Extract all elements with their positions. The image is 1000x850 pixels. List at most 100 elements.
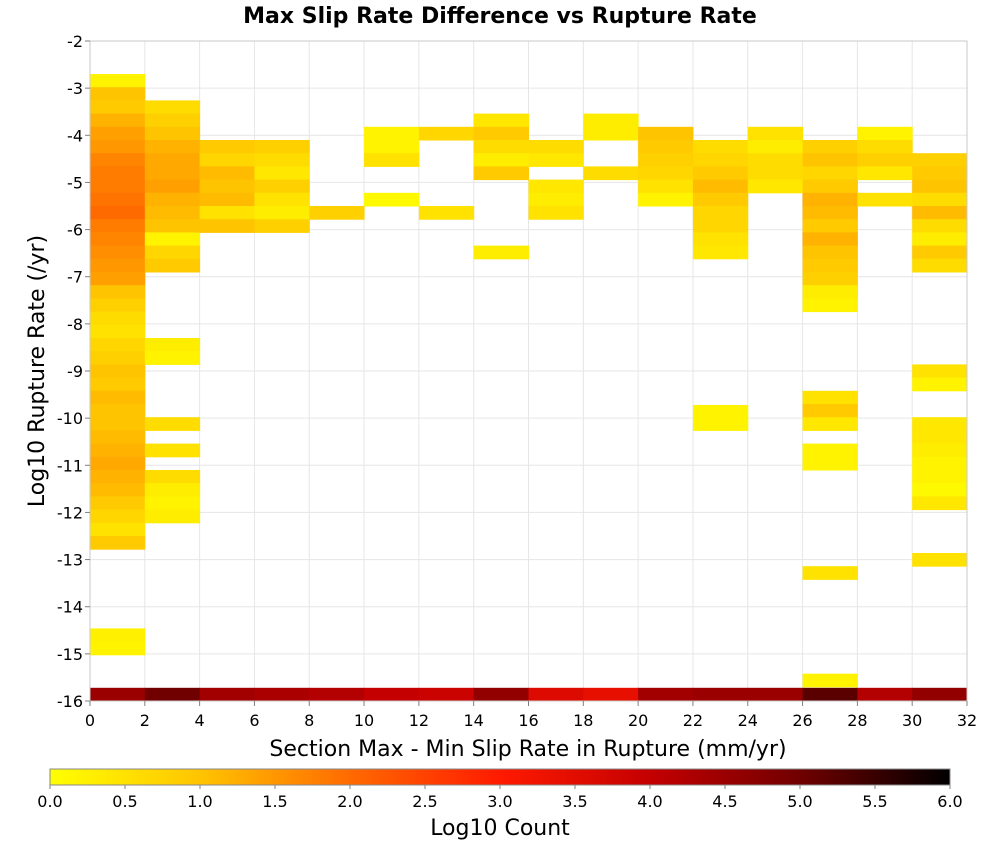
heatmap-cell — [90, 153, 146, 167]
heatmap-cell — [473, 126, 529, 141]
heatmap-cell — [692, 232, 749, 247]
heatmap-cell — [90, 456, 146, 471]
heatmap-cell — [144, 232, 201, 247]
heatmap-cell — [802, 258, 858, 273]
y-tick-label: -9 — [67, 362, 83, 381]
heatmap-cell — [912, 443, 968, 458]
heatmap-cell — [364, 126, 420, 141]
y-tick-label: -13 — [57, 551, 83, 570]
heatmap-cell — [912, 552, 968, 567]
heatmap-cell — [802, 245, 858, 260]
heatmap-cell — [638, 153, 694, 167]
heatmap-cell — [90, 324, 146, 339]
heatmap-cell — [90, 483, 146, 497]
heatmap-cell — [692, 206, 749, 220]
heatmap-cell — [912, 258, 968, 273]
heatmap-cell — [912, 377, 968, 392]
heatmap-cell — [90, 126, 146, 141]
heatmap-cell — [144, 179, 201, 194]
heatmap-cell — [364, 192, 420, 207]
x-tick-label: 18 — [573, 711, 593, 730]
heatmap-cell — [802, 285, 858, 299]
heatmap-cell — [90, 192, 146, 207]
heatmap-cell — [583, 166, 639, 181]
heatmap-cell — [857, 166, 913, 181]
colorbar-ticks: 0.0 0.5 1.0 1.5 2.0 2.5 3.0 3.5 4.0 4.5 5.0 5.5 6.0 — [37, 785, 963, 811]
heatmap-cell — [90, 417, 146, 431]
x-tick-label: 10 — [354, 711, 374, 730]
heatmap-cell — [90, 74, 146, 88]
y-tick-label: -3 — [67, 79, 83, 98]
heatmap-cell — [144, 192, 201, 207]
heatmap-cell — [254, 166, 310, 181]
heatmap-cell — [638, 140, 694, 154]
heatmap-cell — [144, 219, 201, 233]
heatmap-cell — [747, 126, 804, 141]
heatmap-cell — [473, 140, 529, 154]
x-tick-label: 30 — [902, 711, 922, 730]
heatmap-cell — [638, 687, 694, 702]
colorbar-tick-label: 1.0 — [187, 792, 212, 811]
heatmap-cell — [90, 351, 146, 365]
heatmap-cell — [90, 687, 146, 702]
y-axis-label: Log10 Rupture Rate (/yr) — [25, 235, 50, 507]
heatmap-cell — [254, 192, 310, 207]
heatmap-cell — [802, 417, 858, 431]
x-tick-label: 6 — [249, 711, 259, 730]
y-tick-label: -2 — [67, 32, 83, 51]
heatmap-cell — [802, 153, 858, 167]
heatmap-cell — [802, 219, 858, 233]
heatmap-cell — [364, 153, 420, 167]
heatmap-cell — [144, 470, 201, 484]
colorbar-tick-label: 2.0 — [337, 792, 362, 811]
heatmap-cell — [912, 206, 968, 220]
heatmap-cell — [144, 417, 201, 431]
heatmap-cell — [692, 192, 749, 207]
y-tick-label: -6 — [67, 221, 83, 240]
heatmap-cell — [254, 219, 310, 233]
colorbar-tick-label: 1.5 — [262, 792, 287, 811]
heatmap-cell — [90, 245, 146, 260]
x-tick-label: 12 — [409, 711, 429, 730]
x-tick-label: 2 — [140, 711, 150, 730]
heatmap-cell — [912, 166, 968, 181]
y-tick-label: -8 — [67, 315, 83, 334]
colorbar-tick-label: 4.0 — [637, 792, 662, 811]
heatmap-cell — [90, 377, 146, 392]
heatmap-cell — [199, 166, 255, 181]
heatmap-cell — [583, 113, 639, 128]
colorbar-tick-label: 2.5 — [412, 792, 437, 811]
heatmap-cell — [254, 153, 310, 167]
heatmap-cell — [473, 113, 529, 128]
heatmap-cell — [90, 206, 146, 220]
heatmap-cell — [144, 258, 201, 273]
heatmap-cell — [90, 298, 146, 313]
colorbar-label: Log10 Count — [430, 816, 570, 841]
heatmap-cell — [364, 687, 420, 702]
heatmap-cell — [638, 166, 694, 181]
heatmap-cell — [254, 179, 310, 194]
heatmap-cell — [309, 687, 365, 702]
heatmap-cell — [747, 179, 804, 194]
heatmap-cell — [90, 338, 146, 352]
colorbar-tick-label: 3.5 — [562, 792, 587, 811]
heatmap-cell — [90, 496, 146, 511]
heatmap-cell — [364, 140, 420, 154]
heatmap-cell — [90, 179, 146, 194]
heatmap-cell — [90, 509, 146, 524]
x-tick-label: 4 — [195, 711, 205, 730]
heatmap-cell — [90, 522, 146, 537]
heatmap-cell — [912, 483, 968, 497]
x-tick-label: 22 — [683, 711, 703, 730]
x-tick-label: 32 — [957, 711, 977, 730]
heatmap-cell — [90, 140, 146, 154]
y-tick-label: -14 — [57, 598, 83, 617]
heatmap-cell — [199, 140, 255, 154]
heatmap-cell — [90, 166, 146, 181]
heatmap-cells — [90, 74, 968, 702]
colorbar-tick-label: 3.0 — [487, 792, 512, 811]
colorbar-tick-label: 6.0 — [937, 792, 962, 811]
heatmap-cell — [747, 687, 804, 702]
heatmap-cell — [692, 179, 749, 194]
heatmap-cell — [857, 687, 913, 702]
